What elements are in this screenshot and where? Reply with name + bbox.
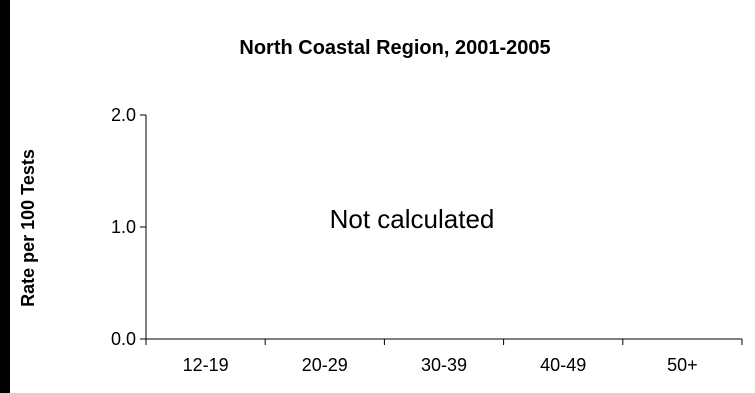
x-tick-label: 12-19 xyxy=(183,355,229,375)
y-tick-label: 0.0 xyxy=(111,329,136,349)
y-tick-label: 1.0 xyxy=(111,217,136,237)
chart-panel: North Coastal Region, 2001-2005 Rate per… xyxy=(10,0,755,393)
y-axis-label: Rate per 100 Tests xyxy=(18,149,38,307)
x-ticks: 12-19 20-29 30-39 40-49 50+ xyxy=(145,339,743,375)
x-tick-label: 50+ xyxy=(667,355,698,375)
chart-title: North Coastal Region, 2001-2005 xyxy=(239,37,550,59)
y-tick-label: 2.0 xyxy=(111,105,136,125)
chart-svg: North Coastal Region, 2001-2005 Rate per… xyxy=(18,37,743,375)
y-ticks: 0.0 1.0 2.0 xyxy=(111,105,146,349)
x-tick-label: 20-29 xyxy=(302,355,348,375)
not-calculated-annotation: Not calculated xyxy=(330,204,495,234)
x-tick-label: 40-49 xyxy=(540,355,586,375)
x-tick-label: 30-39 xyxy=(421,355,467,375)
